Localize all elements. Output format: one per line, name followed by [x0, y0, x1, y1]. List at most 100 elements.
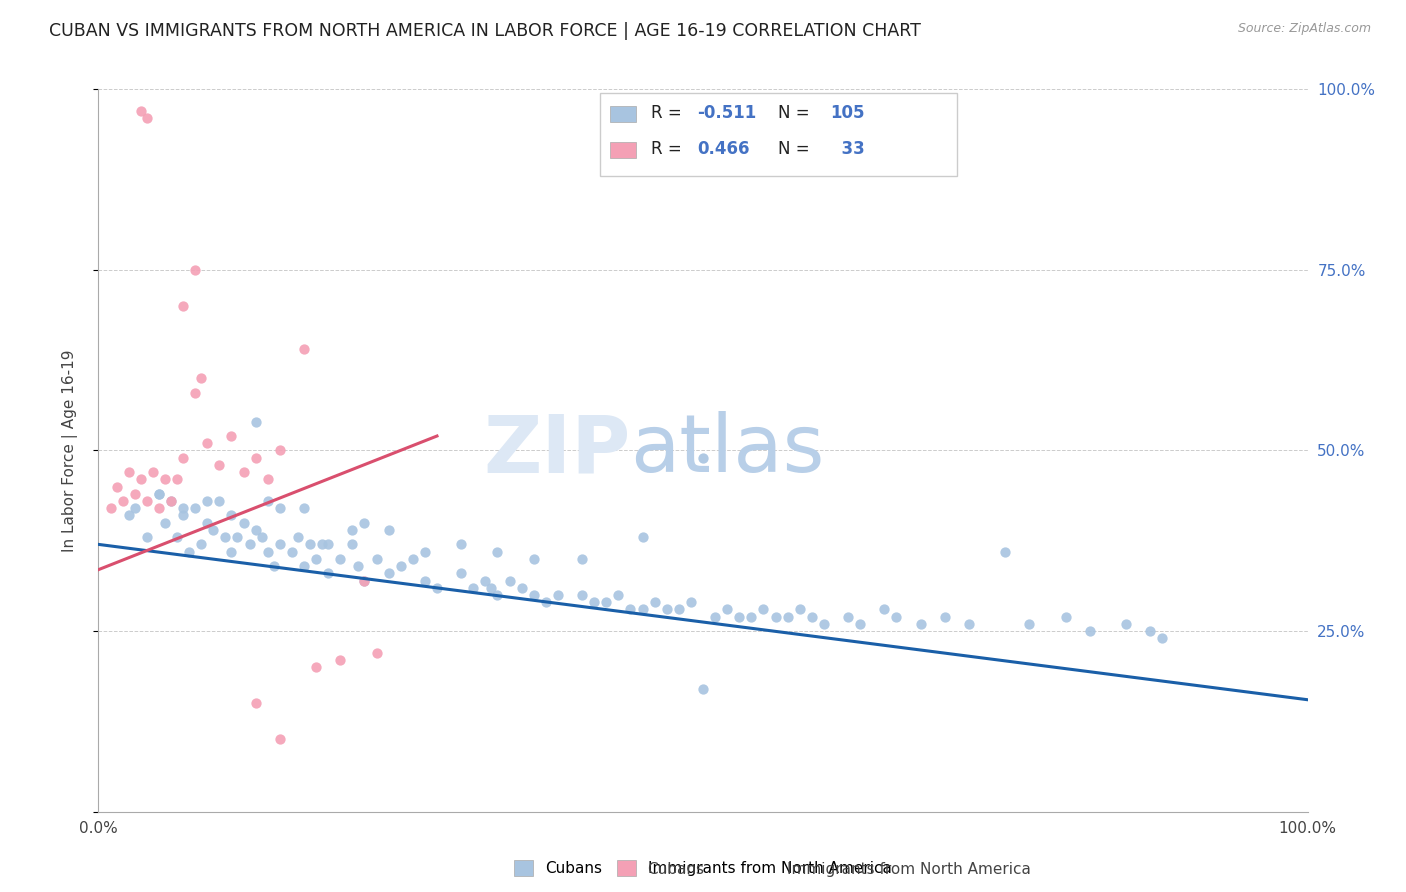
Point: [571, 551, 593, 566]
Point: [329, 551, 352, 566]
Point: [195, 436, 218, 450]
Point: [1152, 632, 1174, 646]
Text: Source: ZipAtlas.com: Source: ZipAtlas.com: [1237, 22, 1371, 36]
Point: [292, 343, 315, 357]
Point: [153, 472, 176, 486]
Point: [190, 371, 212, 385]
Point: [481, 581, 503, 595]
Text: 33: 33: [830, 140, 865, 158]
Point: [679, 595, 702, 609]
Point: [105, 480, 128, 494]
Point: [245, 696, 267, 710]
Point: [607, 588, 630, 602]
Point: [583, 595, 606, 609]
Text: R =: R =: [651, 140, 688, 158]
Point: [195, 516, 218, 530]
Point: [184, 501, 207, 516]
Point: [342, 537, 364, 551]
Point: [474, 574, 496, 588]
Point: [281, 544, 304, 558]
Text: N =: N =: [778, 140, 810, 158]
Point: [232, 465, 254, 479]
Text: -0.511: -0.511: [697, 104, 756, 122]
Point: [342, 523, 364, 537]
Point: [111, 494, 134, 508]
Text: atlas: atlas: [630, 411, 825, 490]
Point: [704, 609, 727, 624]
Point: [142, 465, 165, 479]
Point: [172, 501, 194, 516]
Point: [184, 385, 207, 400]
Point: [135, 494, 157, 508]
Point: [100, 501, 122, 516]
Point: [135, 530, 157, 544]
Point: [655, 602, 678, 616]
Point: [129, 103, 152, 118]
Point: [631, 530, 654, 544]
Point: [534, 595, 557, 609]
Point: [166, 530, 188, 544]
Point: [311, 537, 333, 551]
Point: [716, 602, 738, 616]
Point: [463, 581, 485, 595]
Point: [910, 616, 932, 631]
Point: [837, 609, 859, 624]
Point: [377, 523, 399, 537]
Point: [498, 574, 520, 588]
Point: [305, 660, 328, 674]
Point: [124, 501, 146, 516]
Text: 0.466: 0.466: [697, 140, 749, 158]
Point: [208, 458, 231, 472]
Point: [195, 494, 218, 508]
Point: [450, 566, 472, 581]
Text: N =: N =: [778, 104, 810, 122]
Point: [214, 530, 236, 544]
Point: [190, 537, 212, 551]
Point: [250, 530, 273, 544]
Point: [1018, 616, 1040, 631]
Text: ZIP: ZIP: [484, 411, 630, 490]
Point: [366, 646, 388, 660]
Text: 105: 105: [830, 104, 865, 122]
Point: [765, 609, 787, 624]
Point: [1054, 609, 1077, 624]
Point: [547, 588, 569, 602]
Point: [571, 588, 593, 602]
Point: [287, 530, 309, 544]
Point: [510, 581, 533, 595]
Point: [413, 574, 436, 588]
Point: [1115, 616, 1137, 631]
Text: CUBAN VS IMMIGRANTS FROM NORTH AMERICA IN LABOR FORCE | AGE 16-19 CORRELATION CH: CUBAN VS IMMIGRANTS FROM NORTH AMERICA I…: [49, 22, 921, 40]
Point: [800, 609, 823, 624]
Point: [256, 494, 278, 508]
Point: [148, 487, 170, 501]
Point: [221, 508, 243, 523]
Point: [402, 551, 425, 566]
Point: [184, 262, 207, 277]
Point: [849, 616, 872, 631]
FancyBboxPatch shape: [600, 93, 957, 176]
Point: [692, 450, 714, 465]
Point: [179, 544, 201, 558]
Point: [269, 501, 291, 516]
Point: [208, 494, 231, 508]
Point: [752, 602, 775, 616]
Bar: [610, 142, 637, 158]
Point: [221, 429, 243, 443]
Point: [426, 581, 449, 595]
Point: [148, 487, 170, 501]
Point: [202, 523, 225, 537]
Point: [523, 551, 546, 566]
Point: [1139, 624, 1161, 639]
Point: [256, 472, 278, 486]
Point: [124, 487, 146, 501]
Bar: [610, 106, 637, 121]
Text: Cubans: Cubans: [647, 863, 704, 877]
Point: [160, 494, 183, 508]
Point: [994, 544, 1017, 558]
Point: [263, 559, 285, 574]
Point: [316, 537, 339, 551]
Point: [172, 299, 194, 313]
Point: [353, 574, 375, 588]
Point: [595, 595, 617, 609]
